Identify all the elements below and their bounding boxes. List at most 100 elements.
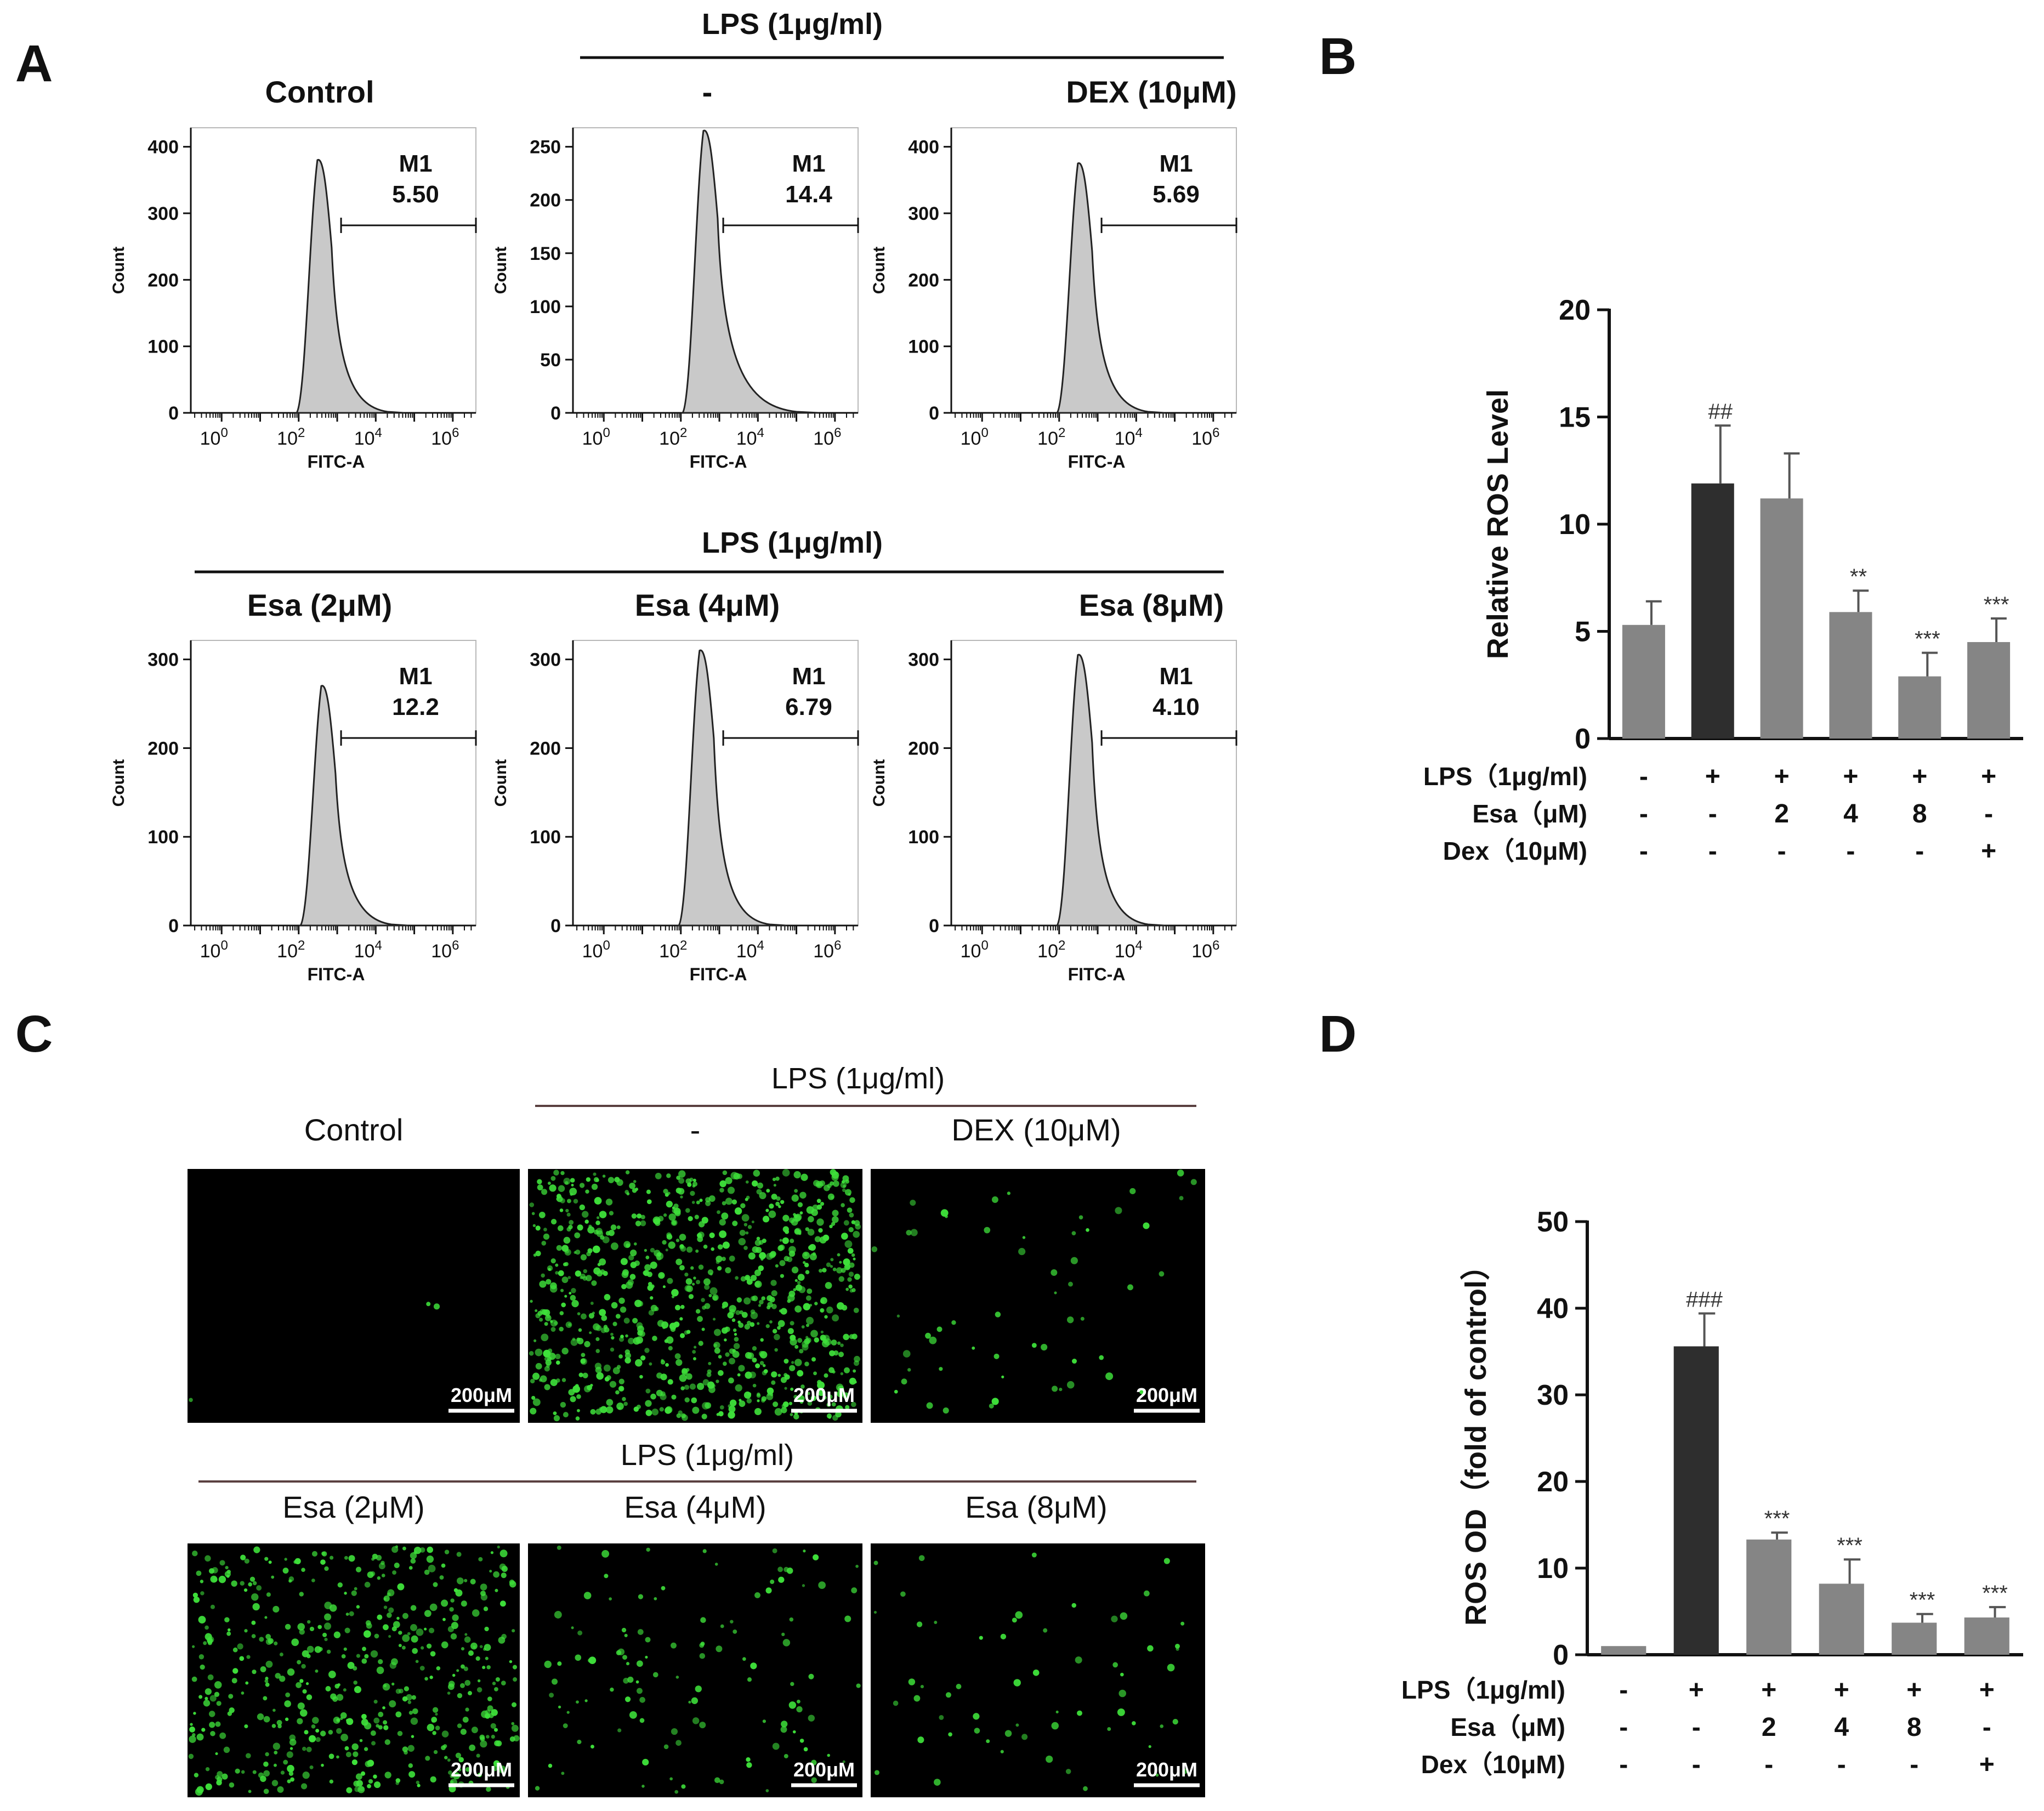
x-tick-label: 104	[736, 425, 764, 449]
cell-dot	[489, 1570, 492, 1573]
cell-dot	[563, 1723, 568, 1728]
cell-dot	[480, 1591, 486, 1597]
cell-dot	[277, 1786, 284, 1793]
cell-dot	[1051, 1269, 1058, 1276]
cell-dot	[450, 1633, 457, 1640]
cell-dot	[224, 1571, 231, 1577]
cell-dot	[535, 1225, 541, 1231]
cell-dot	[447, 1770, 452, 1775]
cell-dot	[490, 1723, 496, 1729]
cell-dot	[558, 1705, 561, 1708]
cell-dot	[756, 1393, 761, 1398]
cell-dot	[196, 1786, 204, 1793]
cell-dot	[993, 1353, 1000, 1359]
x-tick-label: 104	[736, 938, 764, 962]
cell-dot	[740, 1203, 746, 1208]
cell-dot	[1000, 1633, 1007, 1640]
cell-dot	[208, 1711, 215, 1717]
cell-dot	[722, 1170, 728, 1176]
cell-dot	[384, 1772, 391, 1779]
cell-dot	[934, 1779, 941, 1786]
cell-dot	[806, 1316, 814, 1325]
cell-dot	[625, 1281, 633, 1289]
cell-dot	[709, 1232, 715, 1239]
treatment-cell: -	[1764, 1750, 1773, 1779]
cell-dot	[739, 1310, 743, 1315]
cell-dot	[570, 1338, 578, 1346]
image-title: Esa (2μM)	[282, 1490, 424, 1524]
cell-dot	[623, 1401, 628, 1406]
cell-dot	[973, 1713, 980, 1720]
cell-dot	[325, 1686, 331, 1691]
cell-dot	[711, 1247, 714, 1251]
significance-label: ###	[1686, 1287, 1723, 1312]
cell-dot	[1031, 1343, 1037, 1348]
cell-dot	[797, 1281, 801, 1285]
cell-dot	[716, 1379, 719, 1383]
cell-dot	[1167, 1664, 1175, 1672]
cell-dot	[600, 1406, 607, 1413]
cell-dot	[243, 1588, 248, 1592]
cell-dot	[847, 1207, 853, 1213]
cell-dot	[530, 1378, 535, 1384]
cell-dot	[831, 1195, 834, 1199]
cell-dot	[756, 1236, 760, 1241]
cell-dot	[377, 1576, 381, 1580]
gate-value: 6.79	[785, 694, 832, 720]
cell-dot	[345, 1751, 351, 1757]
cell-dot	[441, 1730, 449, 1738]
cell-dot	[550, 1176, 556, 1181]
cell-dot	[908, 1678, 916, 1685]
cell-dot	[926, 1402, 933, 1409]
cell-dot	[355, 1773, 362, 1780]
cell-dot	[754, 1269, 762, 1276]
cell-dot	[1099, 1355, 1104, 1360]
cell-dot	[596, 1216, 600, 1219]
cell-dot	[688, 1700, 691, 1704]
cell-dot	[851, 1587, 858, 1594]
cell-dot	[284, 1558, 287, 1561]
cell-dot	[203, 1700, 211, 1707]
cell-dot	[791, 1267, 799, 1274]
cell-dot	[336, 1728, 342, 1734]
cell-dot	[565, 1208, 569, 1213]
cell-dot	[302, 1746, 306, 1751]
cell-dot	[566, 1199, 571, 1203]
cell-dot	[824, 1184, 830, 1191]
cell-dot	[783, 1753, 788, 1758]
cell-dot	[774, 1408, 782, 1416]
cell-dot	[675, 1676, 679, 1679]
cell-dot	[271, 1575, 275, 1579]
cell-dot	[389, 1662, 397, 1669]
cell-dot	[361, 1658, 367, 1664]
cell-dot	[720, 1624, 724, 1628]
cell-dot	[639, 1697, 645, 1703]
x-axis-label: FITC-A	[690, 452, 747, 472]
cell-dot	[246, 1655, 251, 1659]
cell-dot	[1117, 1708, 1125, 1716]
cell-dot	[775, 1264, 779, 1268]
histogram-peak	[677, 649, 787, 927]
cell-dot	[472, 1609, 480, 1617]
cell-dot	[404, 1750, 408, 1755]
cell-dot	[680, 1304, 685, 1309]
cell-dot	[412, 1708, 418, 1715]
cell-dot	[544, 1366, 550, 1372]
cell-dot	[452, 1673, 456, 1677]
cell-dot	[249, 1576, 256, 1582]
treatment-cell: -	[1619, 1750, 1628, 1779]
cell-dot	[808, 1673, 814, 1679]
cell-dot	[807, 1229, 815, 1236]
cell-dot	[1032, 1669, 1040, 1676]
cell-dot	[910, 1229, 918, 1236]
y-tick-label: 400	[147, 137, 179, 158]
cell-dot	[711, 1384, 716, 1388]
cell-dot	[788, 1401, 793, 1405]
cell-dot	[1120, 1672, 1124, 1677]
histogram-peak	[1055, 162, 1165, 414]
cell-dot	[684, 1397, 690, 1403]
x-tick-label: 100	[582, 938, 610, 962]
cell-dot	[535, 1348, 543, 1356]
cell-dot	[596, 1372, 604, 1380]
cell-dot	[585, 1275, 592, 1281]
